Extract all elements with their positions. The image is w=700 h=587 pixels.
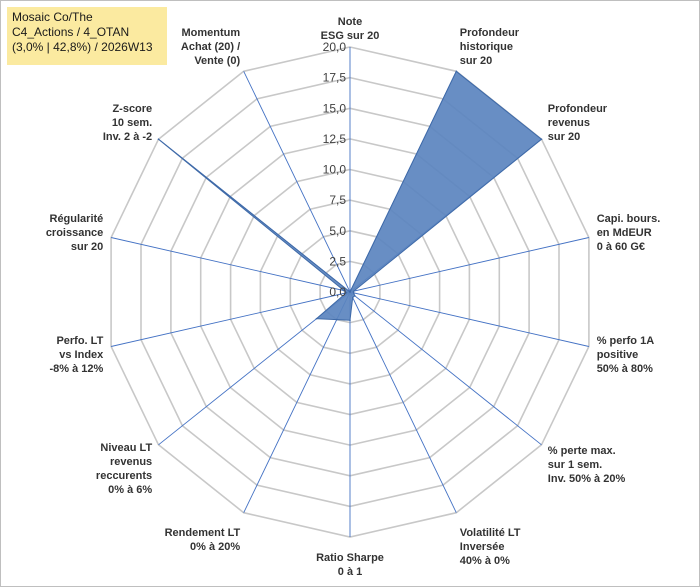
series-point	[157, 138, 160, 140]
tick-label: 5,0	[329, 224, 346, 238]
axis-label: Ratio Sharpe 0 à 1	[316, 552, 384, 578]
axis-label-line: sur 20	[71, 241, 103, 253]
tick-labels: 0,0 2,5 5,0 7,5 10,0 12,5 15,0 17,5 20,0	[323, 40, 347, 299]
axis-label-line: Note	[338, 16, 362, 28]
tick-label: 2,5	[329, 254, 346, 268]
series-point	[345, 292, 348, 294]
axis-spoke	[243, 291, 351, 513]
axis-spoke	[349, 237, 590, 293]
axis-label: Profondeur historique sur 20	[460, 27, 520, 67]
series-point	[354, 295, 356, 297]
axis-label-line: Volatilité LT	[460, 527, 521, 539]
series-point	[349, 319, 351, 322]
axis-label-line: Inv. 50% à 20%	[548, 473, 626, 485]
axis-spoke	[110, 237, 351, 293]
axis-spoke	[349, 291, 542, 446]
axis-label-line: Vente (0)	[194, 55, 240, 67]
axis-label: Momentum Achat (20) / Vente (0)	[181, 27, 241, 67]
tick-label: 10,0	[323, 163, 347, 177]
axis-label-line: sur 20	[460, 55, 492, 67]
axis-label: % perfo 1A positive 50% à 80%	[597, 335, 655, 375]
chart-title-box: Mosaic Co/The C4_Actions / 4_OTAN (3,0% …	[7, 7, 167, 65]
axis-label-line: sur 20	[548, 131, 580, 143]
axis-spoke	[349, 291, 590, 347]
axis-label-line: ESG sur 20	[321, 30, 380, 42]
axis-label-line: Capi. bours.	[597, 213, 661, 225]
axis-label-line: revenus	[548, 117, 590, 129]
axis-label: Capi. bours. en MdEUR 0 à 60 G€	[597, 213, 661, 253]
axis-label: Régularité croissance sur 20	[46, 213, 103, 253]
axis-label-line: 0 à 60 G€	[597, 241, 645, 253]
series-point	[343, 289, 345, 292]
axis-label-line: sur 1 sem.	[548, 459, 602, 471]
tick-label: 20,0	[323, 40, 347, 54]
title-line-1: Mosaic Co/The	[12, 10, 93, 24]
axis-label: Note ESG sur 20	[321, 16, 380, 42]
axis-label: Z-score 10 sem. Inv. 2 à -2	[103, 103, 152, 143]
series-point	[455, 70, 458, 73]
axis-spoke	[349, 291, 457, 513]
axis-label-line: historique	[460, 41, 513, 53]
series-point	[351, 296, 354, 299]
axis-label-line: 50% à 80%	[597, 363, 653, 375]
axis-label-line: % perfo 1A	[597, 335, 655, 347]
tick-label: 7,5	[329, 193, 346, 207]
axis-label-line: Achat (20) /	[181, 41, 240, 53]
series-point	[352, 290, 355, 293]
axis-label-line: Niveau LT	[100, 442, 152, 454]
axis-label: Profondeur revenus sur 20	[548, 103, 608, 143]
tick-label: 17,5	[323, 71, 347, 85]
axis-label-line: Ratio Sharpe	[316, 552, 384, 564]
axis-labels: Note ESG sur 20 Profondeur historique sur 20…	[46, 16, 660, 578]
series-point	[335, 318, 338, 321]
series-point	[352, 292, 355, 294]
axis-label-line: en MdEUR	[597, 227, 652, 239]
axis-spoke	[243, 71, 351, 293]
axis-label: Volatilité LT Inversée 40% à 0%	[460, 527, 521, 567]
axis-label: Rendement LT 0% à 20%	[165, 527, 241, 553]
axis-label-line: 0% à 20%	[190, 541, 240, 553]
axis-label-line: revenus	[110, 456, 152, 468]
tick-label: 0,0	[329, 285, 346, 299]
axis-label-line: croissance	[46, 227, 103, 239]
radar-series	[157, 70, 543, 322]
series-point	[540, 138, 543, 140]
title-line-2: C4_Actions / 4_OTAN	[12, 25, 130, 39]
axis-label: Perfo. LT vs Index -8% à 12%	[49, 335, 104, 375]
series-point	[349, 291, 351, 293]
axis-label-line: -8% à 12%	[49, 363, 103, 375]
axis-label-line: Z-score	[112, 103, 152, 115]
axis-label-line: Rendement LT	[165, 527, 241, 539]
axis-label-line: positive	[597, 349, 639, 361]
axis-label-line: vs Index	[59, 349, 104, 361]
axis-label-line: Momentum	[182, 27, 241, 39]
tick-label: 15,0	[323, 101, 347, 115]
axis-label-line: Perfo. LT	[56, 335, 103, 347]
axis-spoke	[110, 291, 351, 347]
axis-label-line: Profondeur	[548, 103, 608, 115]
axis-label-line: Inversée	[460, 541, 505, 553]
axis-label-line: 40% à 0%	[460, 555, 510, 567]
axis-label-line: 10 sem.	[112, 117, 152, 129]
axis-label: % perte max. sur 1 sem. Inv. 50% à 20%	[548, 445, 626, 485]
axis-label-line: Profondeur	[460, 27, 520, 39]
title-line-3: (3,0% | 42,8%) / 2026W13	[12, 40, 153, 54]
axis-label: Niveau LT revenus reccurents 0% à 6%	[96, 442, 153, 496]
axis-label-line: Inv. 2 à -2	[103, 131, 152, 143]
axis-label-line: % perte max.	[548, 445, 616, 457]
tick-label: 12,5	[323, 132, 347, 146]
axis-label-line: reccurents	[96, 470, 152, 482]
axis-label-line: 0 à 1	[338, 566, 362, 578]
axis-label-line: Régularité	[50, 213, 104, 225]
axis-label-line: 0% à 6%	[108, 484, 152, 496]
series-point	[315, 317, 318, 320]
